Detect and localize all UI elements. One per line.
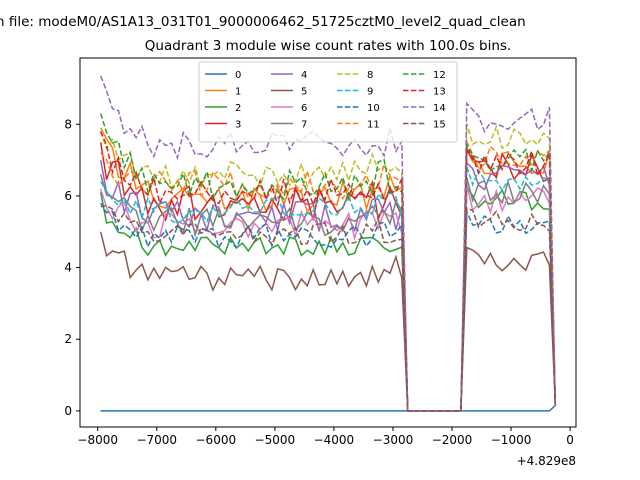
x-offset-label: +4.829e8 [517, 454, 576, 468]
series-line-0 [100, 404, 556, 412]
series-line-15 [100, 204, 557, 412]
y-tick-label: 6 [64, 189, 72, 203]
legend-label-9: 9 [367, 87, 373, 98]
x-tick-label: −4000 [314, 433, 355, 447]
legend-label-5: 5 [301, 87, 307, 98]
x-tick-label: 0 [566, 433, 574, 447]
legend-label-8: 8 [367, 70, 373, 81]
series-line-11 [100, 141, 557, 412]
legend-label-6: 6 [301, 103, 307, 114]
y-tick-label: 8 [64, 117, 72, 131]
y-tick-label: 4 [64, 261, 72, 275]
series-line-13 [100, 131, 557, 412]
legend-label-7: 7 [301, 120, 307, 131]
chart-title: Quadrant 3 module wise count rates with … [145, 38, 511, 54]
series-line-4 [99, 159, 557, 412]
chart-supertitle: n file: modeM0/AS1A13_031T01_9000006462_… [0, 14, 526, 30]
series-line-7 [99, 174, 557, 412]
legend-label-0: 0 [235, 70, 241, 81]
series-line-8 [99, 123, 557, 412]
legend-box [198, 61, 458, 143]
x-tick-label: −1000 [491, 433, 532, 447]
legend-label-15: 15 [433, 120, 446, 131]
x-tick-label: −5000 [255, 433, 296, 447]
series-line-12 [99, 113, 557, 412]
y-tick-label: 2 [64, 332, 72, 346]
x-tick-label: −2000 [432, 433, 473, 447]
legend-label-13: 13 [433, 87, 446, 98]
axes-frame [79, 57, 577, 428]
legend-label-2: 2 [235, 103, 241, 114]
x-tick-label: −8000 [77, 433, 118, 447]
legend-label-3: 3 [235, 120, 241, 131]
x-tick-label: −7000 [136, 433, 177, 447]
legend-label-14: 14 [433, 103, 446, 114]
series-line-5 [99, 231, 557, 412]
legend-label-4: 4 [301, 70, 307, 81]
x-tick-label: −6000 [196, 433, 237, 447]
series-line-9 [100, 166, 557, 412]
legend-label-1: 1 [235, 87, 241, 98]
y-tick-label: 0 [64, 404, 72, 418]
y-axis: 0 2 4 6 8 [64, 117, 80, 418]
series-line-10 [100, 202, 557, 412]
x-axis: −8000 −7000 −6000 −5000 −4000 −3000 −2000 −1000… [77, 427, 574, 447]
legend-label-11: 11 [367, 120, 380, 131]
x-tick-label: −3000 [373, 433, 414, 447]
legend-label-12: 12 [433, 70, 446, 81]
legend-label-10: 10 [367, 103, 380, 114]
